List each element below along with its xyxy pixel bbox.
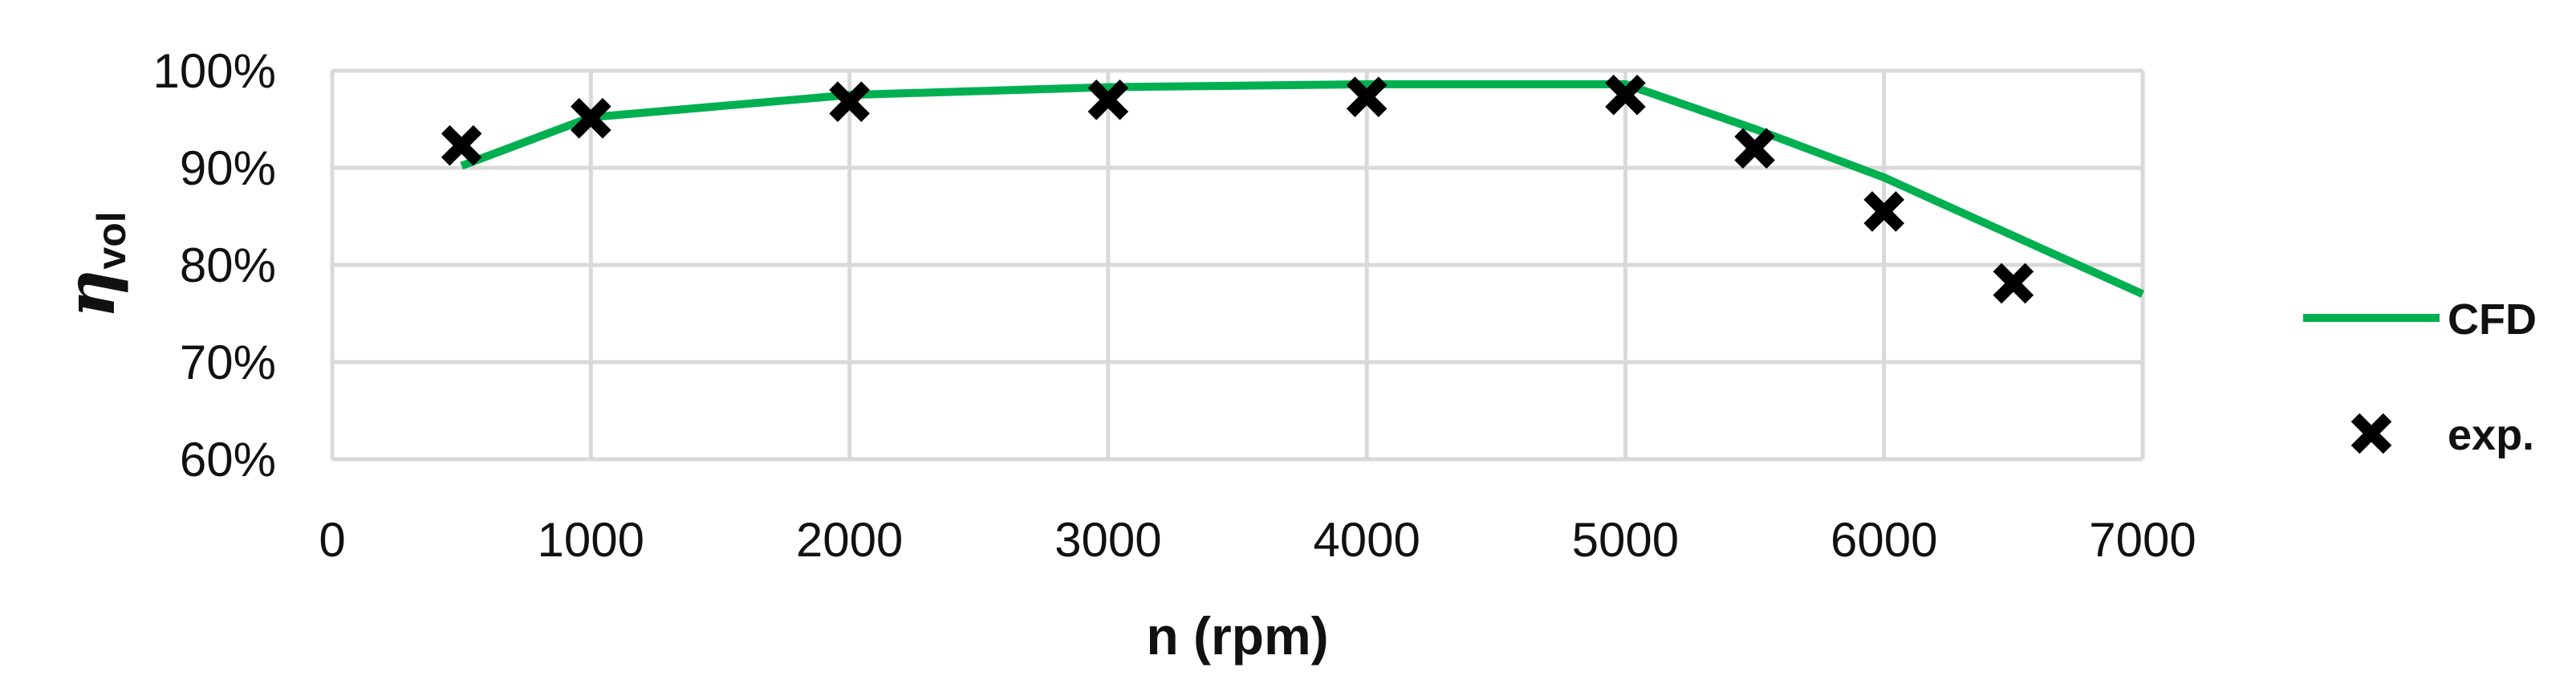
data-point-exp [1863,191,1905,232]
x-tick-label: 4000 [1313,513,1420,567]
tick-labels: 60% 70% 80% 90% 100% 0 1000 2000 3000 4000 5000 600… [153,44,2196,567]
series-line-cfd [460,79,2145,298]
x-tick-label: 7000 [2089,513,2196,567]
plot-area [441,74,2145,304]
x-tick-label: 5000 [1572,513,1679,567]
legend-exp-x-icon [2350,413,2392,454]
data-point-exp [1346,76,1388,117]
data-point-exp [1734,128,1775,169]
y-axis-label-main: η [51,270,130,319]
y-tick-label: 100% [153,44,276,98]
legend: CFD exp. [2303,295,2537,459]
data-point-exp [570,97,611,139]
y-tick-label: 70% [180,336,276,389]
x-tick-label: 2000 [796,513,903,567]
legend-cfd-label: CFD [2448,295,2537,344]
legend-exp-label: exp. [2448,411,2534,459]
data-point-exp [1087,79,1129,120]
y-axis-label: ηvol [51,211,134,318]
y-axis-label-sub: vol [89,211,134,269]
data-point-exp [1993,263,2034,304]
x-tick-label: 0 [319,513,345,567]
x-tick-label: 6000 [1830,513,1937,567]
data-point-exp [829,81,870,123]
x-tick-label: 1000 [538,513,644,567]
gridlines [330,68,2145,462]
y-tick-label: 60% [180,433,276,487]
data-point-exp [441,124,482,166]
data-point-exp [1605,74,1646,116]
y-tick-label: 80% [180,238,276,292]
x-tick-label: 3000 [1054,513,1161,567]
y-tick-label: 90% [180,141,276,195]
x-axis-label: n (rpm) [1146,606,1328,666]
